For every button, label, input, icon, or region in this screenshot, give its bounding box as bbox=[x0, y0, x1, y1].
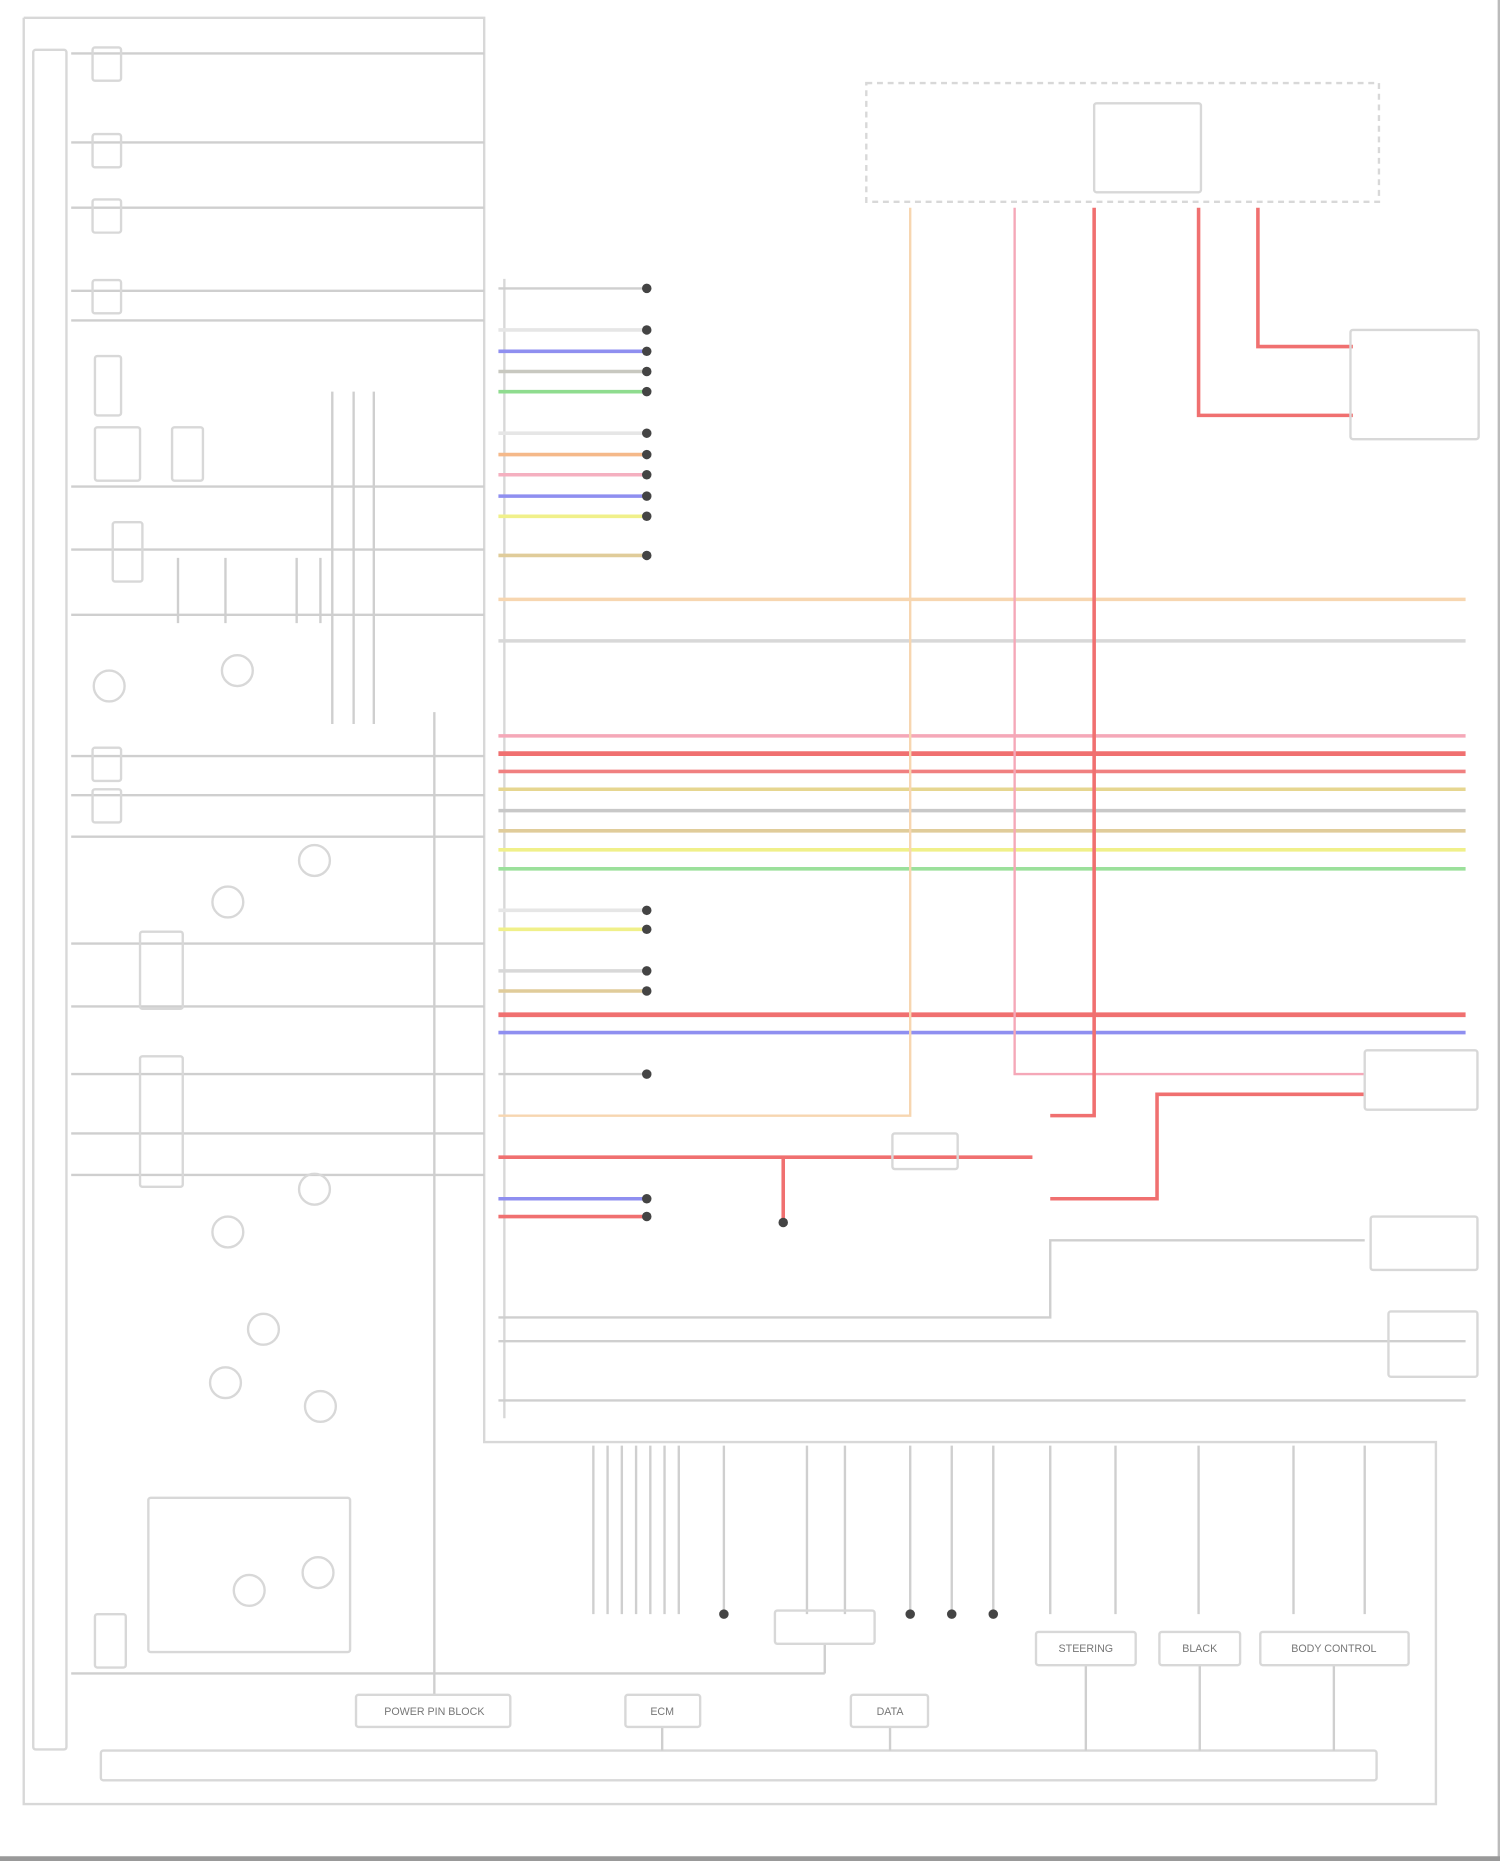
wire-group bbox=[71, 52, 1466, 1751]
transistor-icon bbox=[303, 1389, 338, 1424]
box-label-power-pin-block: POWER PIN BLOCK bbox=[384, 1706, 484, 1718]
ground-bus-bottom bbox=[99, 1749, 1378, 1782]
module-box-right bbox=[1349, 328, 1480, 441]
module-box-right bbox=[1363, 1049, 1479, 1111]
feed-wire bbox=[1256, 207, 1353, 349]
feed-wire bbox=[1196, 207, 1353, 418]
transistor-icon bbox=[211, 885, 245, 919]
relay-box bbox=[1092, 102, 1203, 194]
page-edge-bottom bbox=[0, 1856, 1500, 1861]
module-box-right bbox=[1387, 1310, 1479, 1378]
box-label-data: DATA bbox=[877, 1706, 905, 1718]
switch-icon bbox=[91, 198, 123, 234]
transistor-icon bbox=[211, 1215, 245, 1249]
component-box bbox=[624, 1693, 702, 1729]
sensor-box bbox=[170, 426, 205, 482]
component-box bbox=[354, 1693, 512, 1729]
splice-dot bbox=[642, 449, 652, 460]
splice-dot bbox=[642, 511, 652, 522]
transistor-icon bbox=[232, 1573, 266, 1608]
box-label-body-control: BODY CONTROL bbox=[1291, 1643, 1376, 1655]
splice-dot bbox=[905, 1609, 915, 1619]
splice-dot bbox=[719, 1609, 729, 1619]
sensor-box bbox=[138, 1055, 184, 1189]
splice-dot bbox=[642, 550, 652, 561]
splice-dot bbox=[642, 283, 652, 294]
splice-dot bbox=[642, 986, 652, 996]
component-box bbox=[849, 1693, 930, 1729]
junction-block bbox=[865, 81, 1381, 203]
switch-icon bbox=[91, 278, 123, 315]
transistor-icon bbox=[297, 843, 332, 878]
splice-dot bbox=[642, 325, 652, 335]
ground-bus-left bbox=[32, 48, 68, 1751]
transistor-icon bbox=[297, 1172, 332, 1206]
splice-dot bbox=[642, 428, 652, 438]
feed-wire bbox=[1050, 1092, 1365, 1201]
module-box-right bbox=[1369, 1215, 1479, 1272]
splice-dot bbox=[642, 491, 652, 501]
transistor-icon bbox=[220, 653, 254, 688]
switch-icon bbox=[91, 46, 123, 82]
splice-dot bbox=[642, 366, 652, 377]
splice-dot bbox=[988, 1609, 999, 1619]
splice-dot bbox=[642, 1211, 652, 1222]
sensor-box bbox=[93, 354, 123, 417]
feed-wire bbox=[498, 207, 912, 1117]
splice-dot bbox=[642, 469, 652, 480]
component-box bbox=[773, 1609, 876, 1645]
sensor-box bbox=[147, 1496, 352, 1654]
splice-dot bbox=[642, 1193, 652, 1204]
label-group: POWER PIN BLOCK ECM DATA STEERING BLACK … bbox=[384, 1643, 1376, 1718]
sensor-box bbox=[93, 1612, 127, 1669]
splice-dot bbox=[642, 924, 652, 935]
outer-frame bbox=[22, 16, 1438, 1806]
component-group bbox=[91, 46, 1480, 1729]
inline-connector bbox=[891, 1132, 959, 1171]
transistor-icon bbox=[301, 1555, 335, 1590]
splice-dot bbox=[642, 1069, 652, 1079]
switch-icon bbox=[91, 132, 123, 169]
sensor-box bbox=[111, 521, 144, 583]
box-label-ecm: ECM bbox=[650, 1706, 674, 1718]
sensor-box bbox=[138, 930, 184, 1011]
transistor-icon bbox=[208, 1366, 243, 1400]
transistor-icon bbox=[92, 669, 126, 703]
box-label-black: BLACK bbox=[1182, 1643, 1217, 1655]
sensor-box bbox=[93, 426, 142, 482]
data-wire bbox=[498, 1239, 1365, 1319]
splice-dot bbox=[642, 966, 652, 976]
splice-dot bbox=[642, 386, 652, 397]
component-box bbox=[1158, 1630, 1242, 1667]
transistor-icon bbox=[246, 1312, 281, 1346]
feed-wire bbox=[1050, 207, 1096, 1118]
box-label-steering: STEERING bbox=[1059, 1643, 1114, 1655]
component-box bbox=[1259, 1630, 1410, 1667]
splice-dot bbox=[642, 905, 652, 916]
splice-dot bbox=[642, 346, 652, 357]
switch-icon bbox=[91, 746, 123, 783]
splice-dot bbox=[778, 1217, 788, 1228]
component-box bbox=[1034, 1630, 1137, 1667]
feed-wire bbox=[1013, 207, 1365, 1076]
splice-dot bbox=[946, 1609, 957, 1619]
page-edge-right bbox=[1497, 0, 1500, 1861]
switch-icon bbox=[91, 788, 123, 824]
